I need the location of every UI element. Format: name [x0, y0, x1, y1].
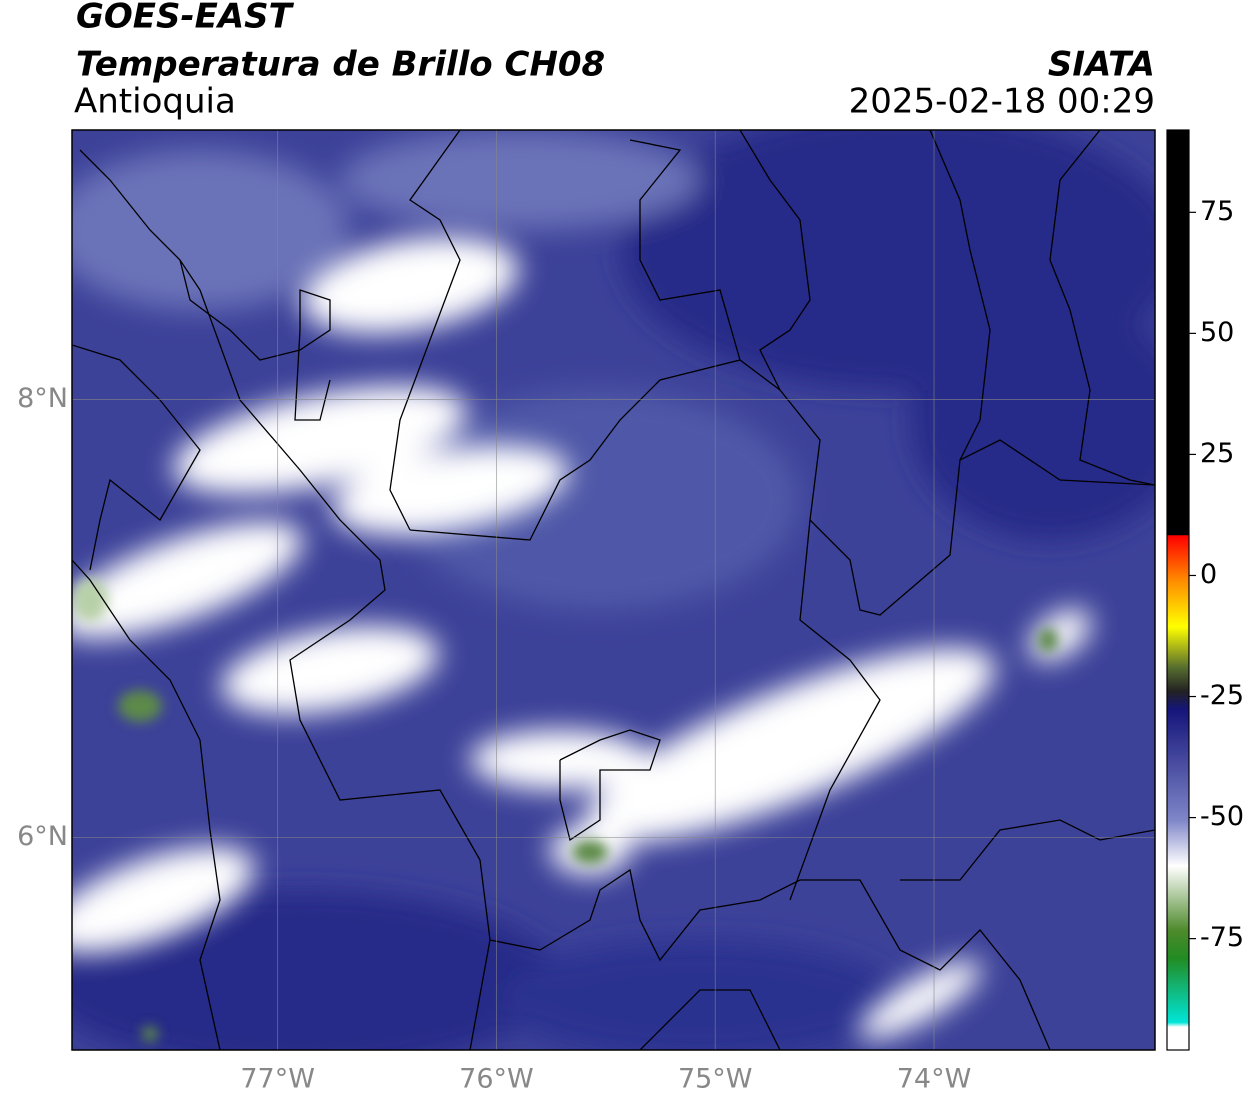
colorbar-tick-label: -50: [1200, 801, 1244, 832]
colorbar: [1166, 129, 1190, 1051]
region: Antioquia: [74, 82, 236, 122]
map-image: [72, 130, 1155, 1050]
timestamp: 2025-02-18 00:29: [849, 82, 1155, 122]
title: GOES-EAST: [76, 0, 295, 37]
product: Temperatura de Brillo CH08: [76, 45, 605, 85]
x-tick-label: 74°W: [897, 1064, 972, 1095]
x-tick-label: 75°W: [678, 1064, 753, 1095]
graticule: 77°W 76°W 75°W 74°W 6°N 8°N: [17, 130, 1155, 1095]
colorbar-ticks: -75 -50 -25 0 25 50 75: [1189, 196, 1244, 953]
map-frame: [71, 129, 1156, 1051]
x-tick-label: 77°W: [240, 1064, 315, 1095]
colorbar-tick-label: 75: [1200, 196, 1234, 227]
colorbar-tick-label: 50: [1200, 317, 1234, 348]
colorbar-tick-label: -75: [1200, 922, 1244, 953]
agency: SIATA: [1048, 45, 1155, 85]
colorbar-tick-label: 25: [1200, 438, 1234, 469]
y-tick-label: 6°N: [17, 821, 68, 852]
colorbar-tick-label: 0: [1200, 559, 1217, 590]
x-tick-label: 76°W: [459, 1064, 534, 1095]
colorbar-tick-label: -25: [1200, 680, 1244, 711]
y-tick-label: 8°N: [17, 383, 68, 414]
